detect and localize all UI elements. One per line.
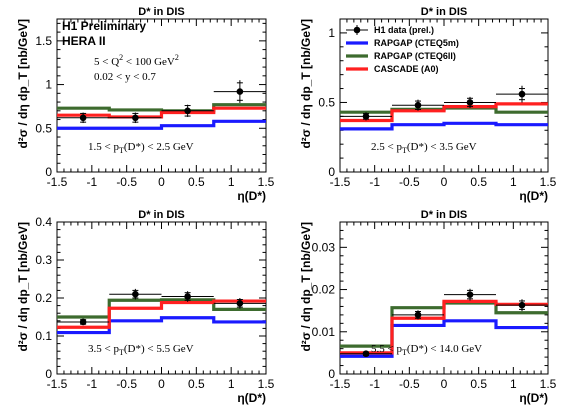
x-tick-label: -1.5 bbox=[330, 377, 351, 391]
legend-marker-point bbox=[353, 26, 361, 34]
data-point bbox=[466, 291, 474, 298]
y-tick-label: 0.01 bbox=[312, 325, 336, 339]
x-axis-label: η(D*) bbox=[519, 189, 548, 203]
y-tick-label: 0.4 bbox=[35, 215, 52, 229]
chart-title: D* in DIS bbox=[421, 6, 467, 18]
x-tick-label: -1.5 bbox=[47, 175, 68, 189]
x-tick-label: 1 bbox=[510, 175, 517, 189]
data-point bbox=[466, 99, 474, 106]
histogram-cascade_a0 bbox=[340, 102, 548, 123]
pt-range-label: 3.5 < pT(D*) < 5.5 GeV bbox=[88, 343, 194, 357]
pt-range-label: 2.5 < pT(D*) < 3.5 GeV bbox=[371, 141, 477, 155]
x-axis-label: η(D*) bbox=[519, 391, 548, 405]
data-point bbox=[414, 311, 422, 319]
x-tick-label: 0.5 bbox=[188, 377, 205, 391]
x-tick-label: -1 bbox=[86, 175, 97, 189]
histogram-cascade_a0 bbox=[340, 299, 548, 355]
histogram-rapgap_cteq5m bbox=[57, 119, 266, 130]
pt-range-label: 5.5 < pT(D*) < 14.0 GeV bbox=[371, 343, 482, 357]
data-point bbox=[184, 107, 191, 115]
q2-range-label: 5 < Q2 < 100 GeV2 bbox=[94, 53, 179, 68]
y-tick-label: 0.02 bbox=[312, 283, 336, 297]
y-tick-label: 0.5 bbox=[35, 121, 52, 135]
legend-label: RAPGAP (CTEQ6ll) bbox=[374, 51, 456, 61]
x-tick-label: 0.5 bbox=[470, 377, 487, 391]
hera-label: HERA II bbox=[62, 34, 106, 48]
chart-title: D* in DIS bbox=[138, 6, 184, 18]
panel-1: D* in DIS-1.5 -1 -0.5 0 0.5 1 1.500.511.5η(D*)… bbox=[16, 6, 275, 203]
data-point bbox=[414, 101, 422, 109]
x-tick-label: -0.5 bbox=[116, 175, 137, 189]
y-tick-label: 0.1 bbox=[35, 329, 52, 343]
y-tick-label: 0.03 bbox=[312, 240, 336, 254]
data-point bbox=[184, 293, 191, 300]
h1-preliminary-label: H1 Preliminary bbox=[62, 19, 146, 33]
data-point bbox=[236, 300, 244, 307]
x-axis-label: η(D*) bbox=[237, 189, 266, 203]
y-tick-label: 0.3 bbox=[35, 253, 52, 267]
histogram-cascade_a0 bbox=[57, 106, 266, 119]
data-point bbox=[362, 350, 370, 358]
chart-title: D* in DIS bbox=[421, 209, 467, 221]
data-point bbox=[518, 90, 526, 98]
y-axis-label: d²σ / dη dp_T [nb/GeV] bbox=[299, 222, 313, 352]
y-axis-label: d²σ / dη dp_T [nb/GeV] bbox=[16, 19, 30, 149]
x-tick-label: -0.5 bbox=[399, 377, 420, 391]
y-tick-label: 0.5 bbox=[318, 95, 335, 109]
x-tick-label: 0 bbox=[158, 175, 165, 189]
data-point bbox=[132, 290, 139, 298]
data-point bbox=[362, 113, 370, 120]
x-tick-label: 1 bbox=[228, 377, 235, 391]
y-tick-label: 1 bbox=[45, 78, 52, 92]
y-axis-label: d²σ / dη dp_T [nb/GeV] bbox=[16, 222, 30, 352]
x-tick-label: 1.5 bbox=[540, 377, 557, 391]
x-tick-label: -1 bbox=[369, 377, 380, 391]
y-tick-label: 1.5 bbox=[35, 34, 52, 48]
chart-title: D* in DIS bbox=[138, 209, 184, 221]
x-tick-label: 0 bbox=[441, 175, 448, 189]
x-axis-label: η(D*) bbox=[237, 391, 266, 405]
x-tick-label: 1 bbox=[228, 175, 235, 189]
legend: H1 data (prel.) RAPGAP (CTEQ5m) RAPGAP (CT… bbox=[346, 25, 459, 74]
legend-label: RAPGAP (CTEQ5m) bbox=[374, 38, 459, 48]
y-tick-label: 1 bbox=[328, 26, 335, 40]
y-tick-label: 0 bbox=[45, 165, 52, 179]
panel-4: D* in DIS -1.5 -1 -0.5 0 0.5 1 1.5 0 0.01 0.02 0.03… bbox=[299, 209, 557, 405]
x-tick-label: -0.5 bbox=[116, 377, 137, 391]
legend-label: CASCADE (A0) bbox=[374, 64, 439, 74]
x-tick-label: 0 bbox=[158, 377, 165, 391]
data-point bbox=[132, 114, 139, 122]
pt-range-label: 1.5 < pT(D*) < 2.5 GeV bbox=[88, 141, 194, 155]
histogram-rapgap_cteq5m bbox=[340, 121, 548, 131]
y-tick-label: 0 bbox=[328, 367, 335, 381]
legend-label: H1 data (prel.) bbox=[374, 25, 434, 35]
x-tick-label: 0.5 bbox=[470, 175, 487, 189]
panel-2: D* in DIS-1.5 -1 -0.5 0 0.5 1 1.500.51η(D*)d²σ… bbox=[299, 6, 557, 203]
x-tick-label: 0.5 bbox=[188, 175, 205, 189]
panel-3: D* in DIS -1.5 -1 -0.5 0 0.5 1 1.5 0 0.1 0.2 0.3 0.4… bbox=[16, 209, 275, 405]
x-tick-label: -1 bbox=[86, 377, 97, 391]
histogram-cascade_a0 bbox=[57, 299, 266, 329]
y-range-label: 0.02 < y < 0.7 bbox=[94, 71, 156, 83]
x-tick-label: 1.5 bbox=[540, 175, 557, 189]
y-axis-label: d²σ / dη dp_T [nb/GeV] bbox=[299, 19, 313, 149]
data-point bbox=[236, 88, 244, 95]
x-tick-label: 1.5 bbox=[258, 377, 275, 391]
x-tick-label: -1 bbox=[369, 175, 380, 189]
x-tick-label: 1.5 bbox=[258, 175, 275, 189]
y-tick-label: 0.2 bbox=[35, 291, 52, 305]
data-point bbox=[79, 114, 87, 122]
x-tick-label: -1.5 bbox=[330, 175, 351, 189]
data-point bbox=[79, 318, 87, 326]
y-tick-label: 0 bbox=[45, 367, 52, 381]
data-point bbox=[518, 301, 526, 309]
x-tick-label: 0 bbox=[441, 377, 448, 391]
x-tick-label: 1 bbox=[510, 377, 517, 391]
x-tick-label: -0.5 bbox=[399, 175, 420, 189]
x-tick-label: -1.5 bbox=[47, 377, 68, 391]
histogram-rapgap_cteq5m bbox=[57, 316, 266, 335]
y-tick-label: 0 bbox=[328, 165, 335, 179]
